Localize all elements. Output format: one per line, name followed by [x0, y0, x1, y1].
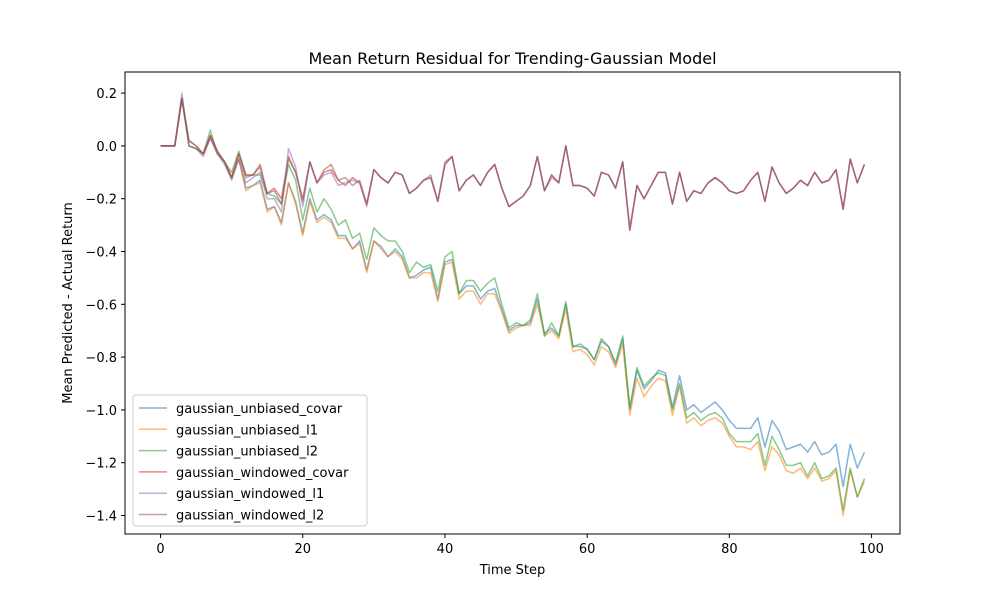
y-tick-label: −1.0	[85, 404, 117, 419]
legend: gaussian_unbiased_covar gaussian_unbiased…	[132, 394, 368, 527]
plot-frame	[124, 71, 901, 535]
y-tick-label: −0.8	[85, 351, 117, 366]
x-tick-label: 0	[156, 542, 164, 557]
x-tick-label: 100	[859, 542, 884, 557]
legend-label: gaussian_windowed_l2	[176, 509, 324, 524]
x-axis-label: Time Step	[479, 563, 546, 578]
y-axis-label: Mean Predicted - Actual Return	[61, 202, 76, 404]
series-line-gaussian_unbiased_l1	[160, 97, 866, 517]
series-layer	[160, 92, 866, 517]
y-tick-label: 0.0	[96, 140, 117, 155]
legend-label: gaussian_windowed_l1	[176, 487, 324, 502]
x-tick-label: 40	[437, 542, 454, 557]
y-tick-label: −0.4	[85, 246, 117, 261]
y-tick-label: −0.6	[85, 298, 117, 313]
x-tick-label: 60	[579, 542, 596, 557]
y-tick-label: −1.4	[85, 510, 117, 525]
x-axis: 0 20 40 60 80 100	[156, 534, 884, 557]
y-axis: 0.2 0.0 −0.2 −0.4 −0.6 −0.8 −1.0 −1.2 −1.4	[85, 87, 125, 525]
legend-label: gaussian_unbiased_l2	[176, 445, 318, 460]
x-tick-label: 20	[294, 542, 311, 557]
legend-label: gaussian_windowed_covar	[176, 466, 349, 481]
series-line-gaussian_unbiased_l2	[160, 97, 866, 511]
legend-box	[132, 394, 368, 527]
chart-title: Mean Return Residual for Trending-Gaussi…	[308, 49, 716, 68]
series-line-gaussian_windowed_l2	[160, 97, 866, 232]
y-tick-label: −1.2	[85, 457, 117, 472]
legend-label: gaussian_unbiased_covar	[176, 402, 343, 417]
x-tick-label: 80	[721, 542, 738, 557]
legend-label: gaussian_unbiased_l1	[176, 423, 318, 438]
y-tick-label: 0.2	[96, 87, 117, 102]
y-tick-label: −0.2	[85, 193, 117, 208]
